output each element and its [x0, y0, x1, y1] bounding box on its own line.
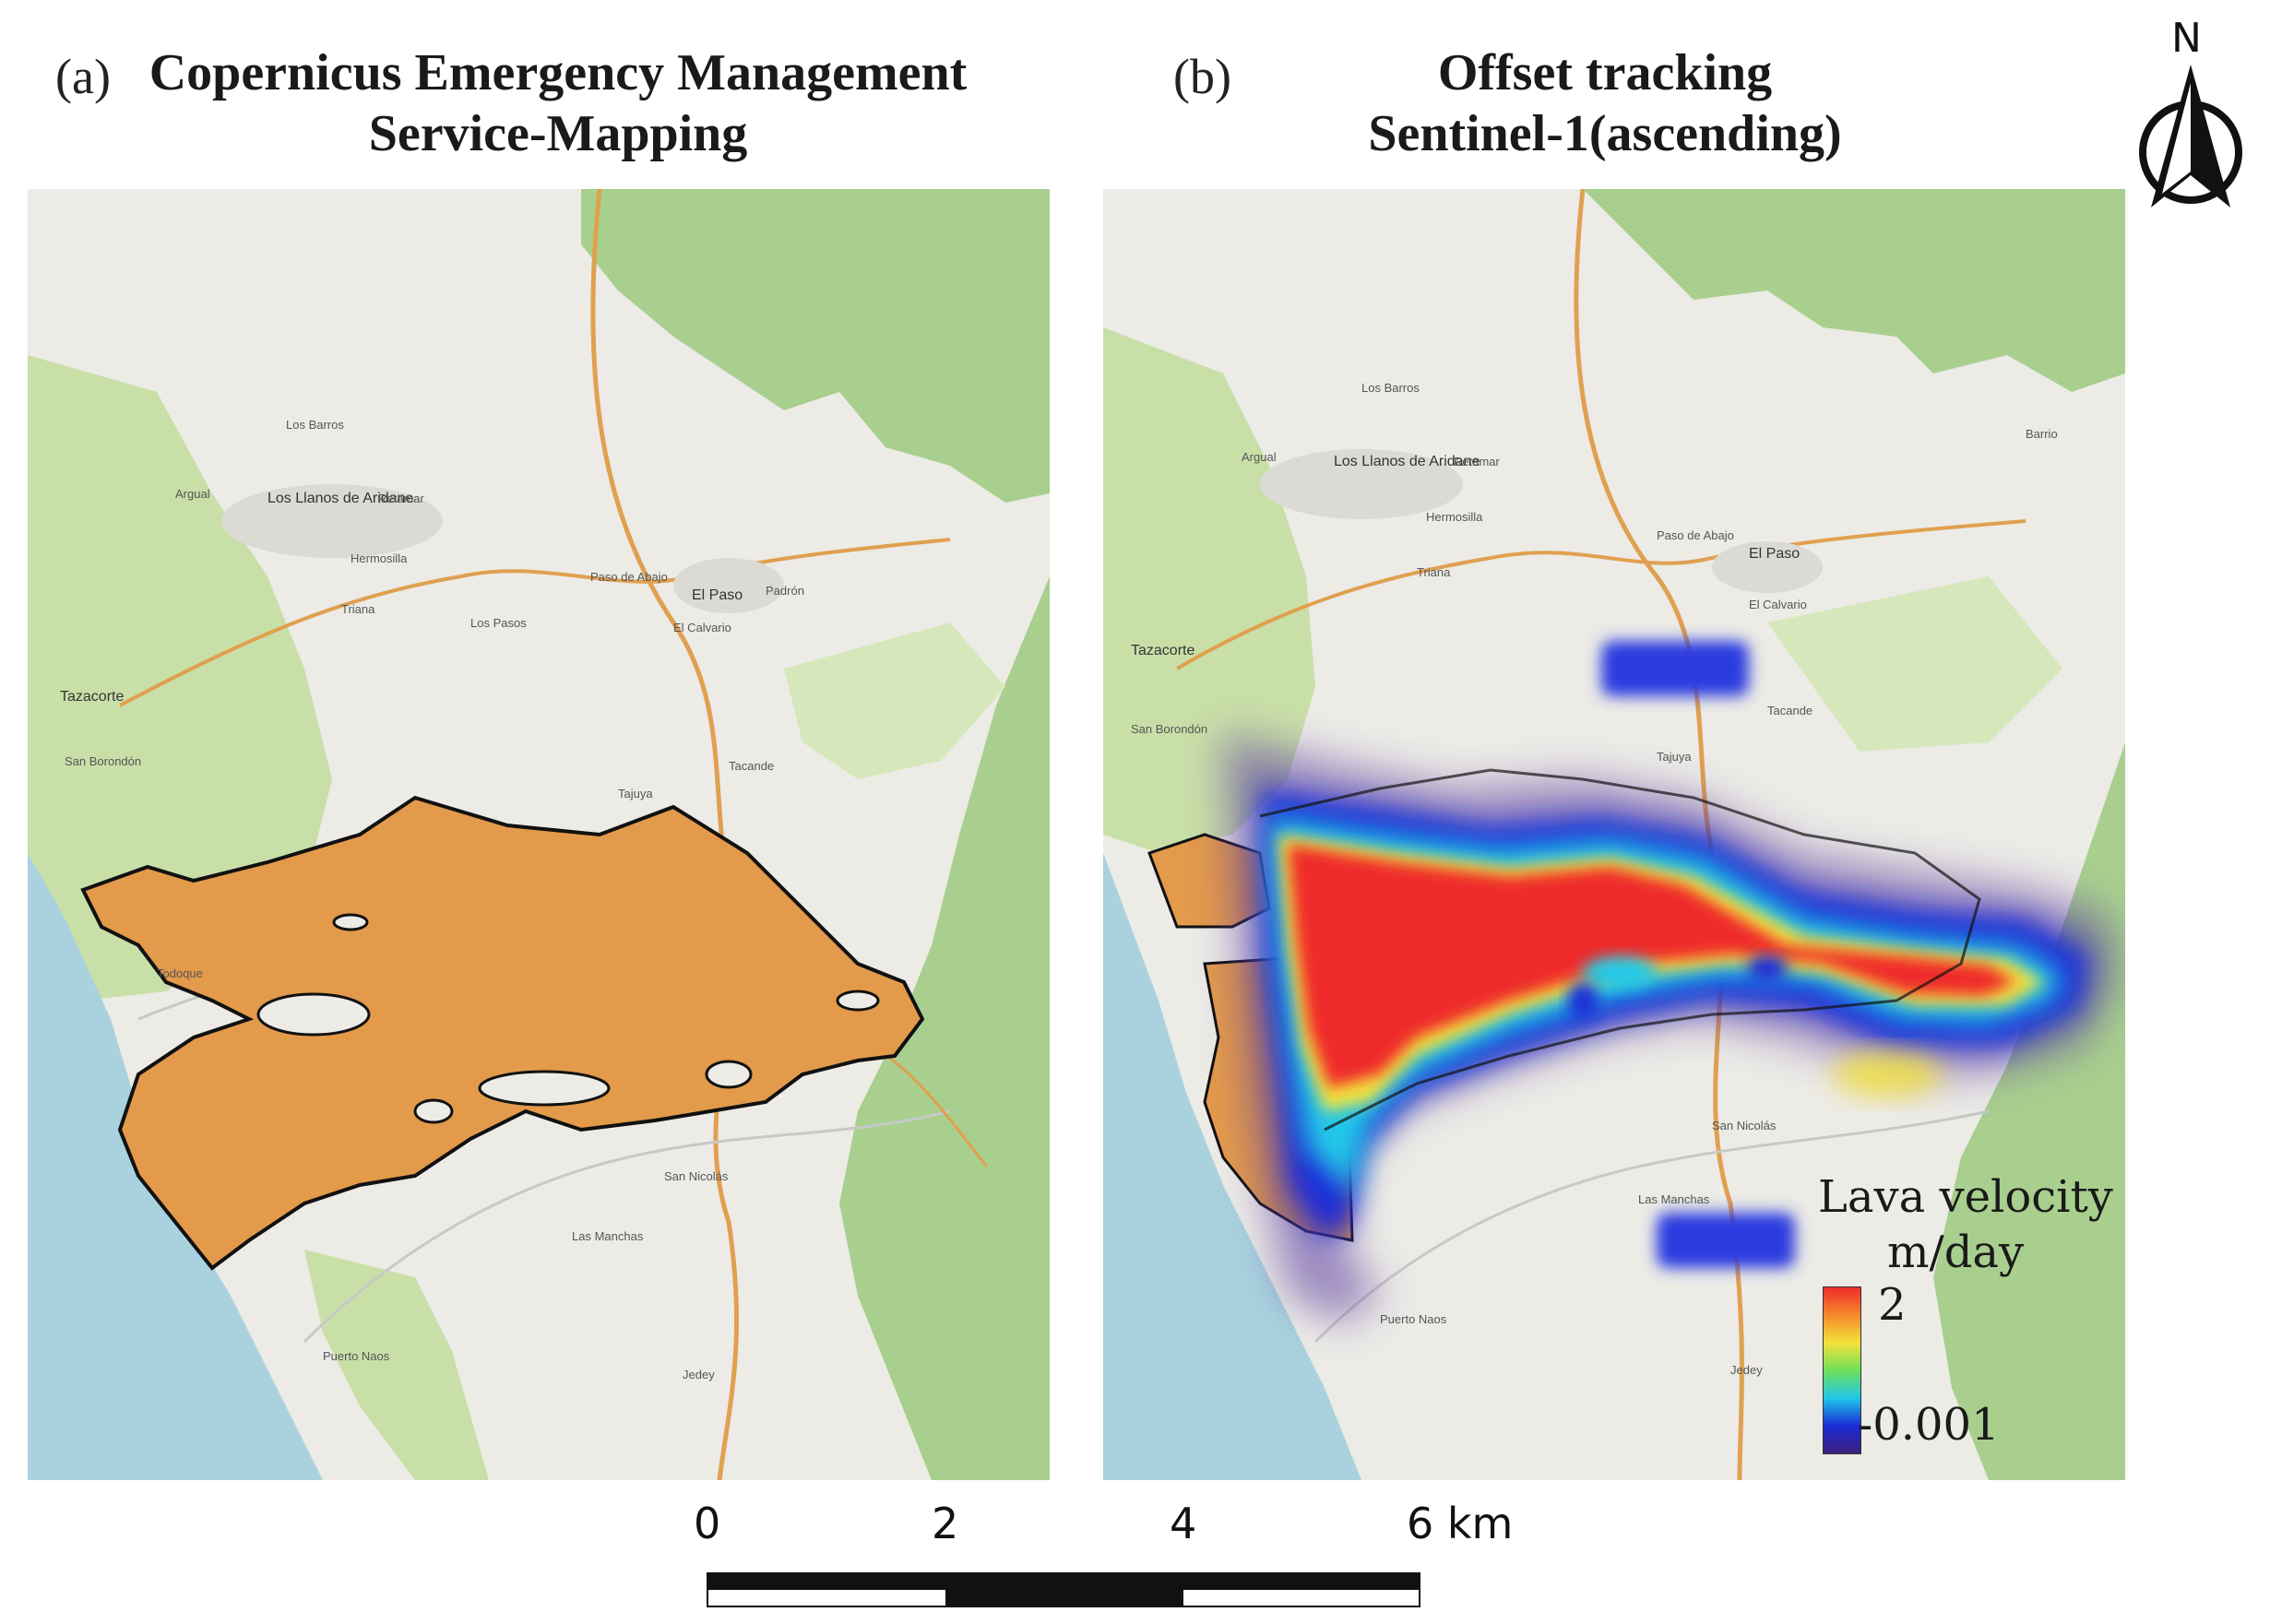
map-a-forest-east	[839, 576, 1050, 1480]
scale-label-6: 6 km	[1407, 1499, 1514, 1548]
scale-bar-seg-3-top	[1183, 1573, 1420, 1590]
map-b-place-label: Tajuya	[1657, 750, 1692, 764]
map-a-forest-north	[581, 189, 1050, 503]
panel-a-title-line2: Service-Mapping	[368, 105, 748, 162]
scale-bar-seg-2-bottom	[945, 1590, 1183, 1606]
scale-label-0: 0	[694, 1499, 721, 1548]
map-a-farm-south	[304, 1250, 489, 1480]
map-a-place-label: Tajuya	[618, 787, 653, 800]
legend-title-line1: Lava velocity	[1818, 1171, 2113, 1223]
scale-bar	[707, 1572, 1420, 1607]
north-arrow-highlight	[2162, 83, 2191, 194]
velocity-low-hole-1	[1583, 956, 1657, 990]
panel-a-title: Copernicus Emergency Management Service-…	[143, 42, 973, 164]
map-b-place-label: Tazacorte	[1131, 643, 1194, 658]
map-a-lava-hole-6	[332, 913, 369, 931]
legend-title-line2: m/day	[1887, 1227, 2025, 1278]
map-b-place-label: Paso de Abajo	[1657, 528, 1734, 542]
map-a-place-label: Padrón	[766, 584, 804, 598]
map-a-lava-hole-1	[256, 992, 371, 1037]
scale-bar-seg-1-top	[707, 1573, 945, 1590]
map-b-sea	[1103, 853, 1361, 1480]
map-a-place-label: Tacande	[729, 759, 774, 773]
map-a-road-4	[303, 1109, 951, 1344]
map-b-town-llanos	[1260, 449, 1463, 519]
map-b-place-label: Los Llanos de Aridane	[1334, 454, 1480, 469]
map-a-lava-hole-5	[836, 990, 880, 1012]
map-a-place-label: Puerto Naos	[323, 1349, 390, 1363]
map-a-place-label: San Nicolás	[664, 1169, 729, 1183]
velocity-patch-north	[1601, 641, 1749, 696]
velocity-lava-outline	[1259, 768, 1981, 1132]
map-b-place-label: Jedey	[1730, 1363, 1763, 1377]
map-a-place-label: El Paso	[692, 587, 743, 603]
map-a-place-label: San Borondón	[65, 754, 141, 768]
map-a-place-label: Argual	[175, 487, 210, 501]
map-a-farm-west	[28, 355, 332, 1001]
map-a-place-label: Tazacorte	[60, 689, 124, 705]
map-a-road-2	[119, 538, 951, 707]
velocity-red-core	[1288, 844, 2016, 1088]
map-a-place-label: Retamar	[378, 492, 425, 505]
map-a-lava-hole-4	[413, 1098, 454, 1124]
map-b-road-3	[1313, 1109, 1990, 1344]
map-b-place-label: Puerto Naos	[1380, 1312, 1447, 1326]
panel-b-title-line1: Offset tracking	[1437, 44, 1773, 101]
map-a-lava-hole-2	[478, 1070, 611, 1107]
map-a-place-label: Paso de Abajo	[590, 570, 668, 584]
north-arrow-label: N	[2171, 15, 2202, 62]
map-b-place-label: Los Barros	[1361, 381, 1420, 395]
scale-bar-seg-2-top	[945, 1573, 1183, 1590]
map-a-sea	[28, 853, 323, 1480]
map-b-farm-east	[1767, 576, 2062, 752]
map-a-place-label: Hermosilla	[351, 551, 408, 565]
scale-label-2: 2	[932, 1499, 959, 1548]
north-arrow: N	[2121, 9, 2260, 221]
map-a-place-label: Jedey	[683, 1368, 715, 1381]
map-a-town-llanos	[221, 484, 443, 558]
map-b-place-label: San Borondón	[1131, 722, 1207, 736]
panel-b-title: Offset tracking Sentinel-1(ascending)	[1328, 42, 1882, 164]
scale-label-4: 4	[1170, 1499, 1197, 1548]
velocity-low-hole-2	[1747, 955, 1788, 981]
panel-b-letter: (b)	[1173, 49, 1231, 104]
map-a-place-label: Los Llanos de Aridane	[267, 491, 413, 506]
panel-b-title-line2: Sentinel-1(ascending)	[1368, 105, 1842, 162]
velocity-raster	[1223, 641, 2118, 1323]
map-b-place-label: Retamar	[1454, 455, 1501, 468]
map-b-town-elpaso	[1712, 541, 1823, 593]
map-a-place-label: Los Pasos	[470, 616, 527, 630]
map-b-place-label: Tacande	[1767, 704, 1812, 717]
velocity-low-hole-3	[1568, 982, 1598, 1019]
map-a-place-label: Todoque	[157, 966, 203, 980]
map-b-place-label: El Calvario	[1749, 598, 1807, 611]
legend-max-label: 2	[1878, 1279, 1907, 1331]
map-b-place-label: San Nicolás	[1712, 1119, 1777, 1132]
map-b[interactable]: Los Barros Argual Los Llanos de Aridane …	[1103, 189, 2125, 1480]
map-a-place-label: Triana	[341, 602, 375, 616]
panel-a-title-line1: Copernicus Emergency Management	[149, 44, 968, 101]
map-a-lava-flow	[80, 795, 925, 1271]
map-b-forest-north	[1583, 189, 2125, 392]
map-b-place-label: Las Manchas	[1638, 1192, 1710, 1206]
velocity-southeast-blob	[1832, 1051, 1943, 1097]
legend-min-label: -0.001	[1858, 1399, 2000, 1451]
map-a-place-label: Las Manchas	[572, 1229, 644, 1243]
legend-color-bar	[1823, 1286, 1861, 1454]
velocity-patch-south	[1657, 1213, 1795, 1268]
map-a[interactable]: Los Barros Argual Los Llanos de Aridane …	[28, 189, 1050, 1480]
map-a-place-label: Los Barros	[286, 418, 344, 432]
map-b-place-label: Triana	[1417, 565, 1451, 579]
map-b-place-label: El Paso	[1749, 546, 1800, 562]
map-b-road-2	[1175, 519, 2026, 670]
map-a-place-label: El Calvario	[673, 621, 731, 634]
map-a-town-elpaso	[673, 558, 784, 613]
panel-a-letter: (a)	[55, 49, 111, 104]
map-b-place-label: Hermosilla	[1426, 510, 1483, 524]
map-b-place-label: Argual	[1242, 450, 1277, 464]
map-b-place-label: Barrio	[2026, 427, 2058, 441]
map-a-farm-east	[784, 622, 1005, 779]
map-a-lava-hole-3	[705, 1060, 753, 1089]
map-b-farm-west	[1103, 327, 1315, 853]
